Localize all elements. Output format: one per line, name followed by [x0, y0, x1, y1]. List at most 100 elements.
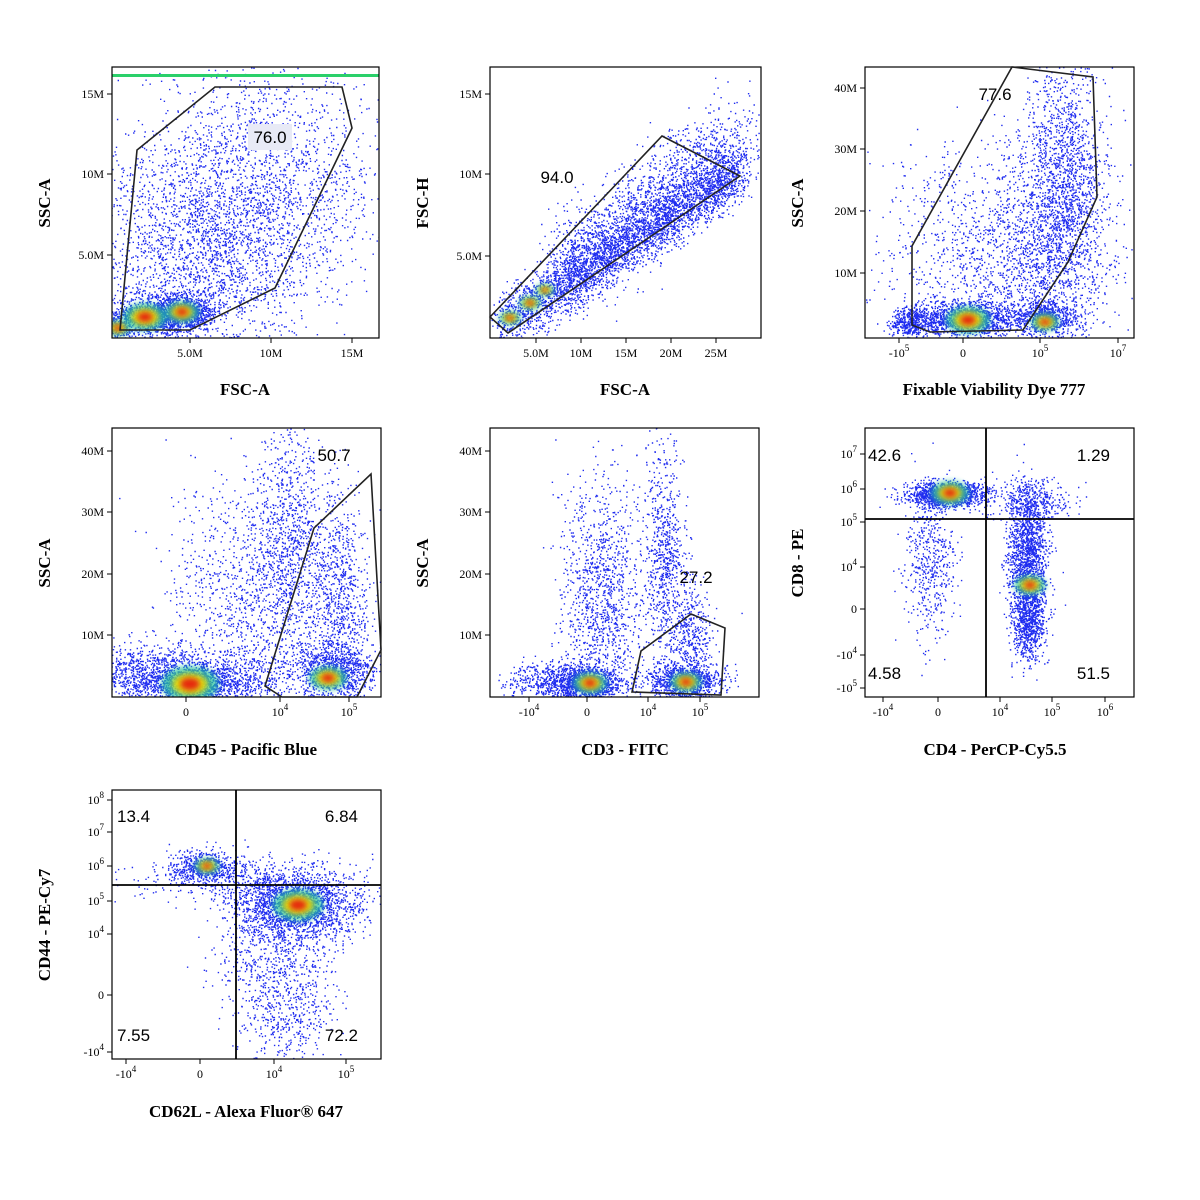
density-hotspot-core	[541, 287, 549, 293]
y-tick-label: 10M	[834, 266, 857, 280]
y-tick-label: 106	[88, 856, 105, 873]
y-tick-label: 40M	[81, 444, 104, 458]
event-points	[866, 67, 1133, 338]
y-tick-label: 104	[841, 557, 858, 574]
y-axis-label: SSC-A	[35, 538, 54, 588]
density-hotspot-core	[583, 679, 597, 687]
y-tick-label: 10M	[459, 167, 482, 181]
y-axis-label: CD8 - PE	[788, 529, 807, 598]
gate-polygon[interactable]	[119, 86, 353, 331]
gate-percentage: 50.7	[317, 446, 350, 465]
y-tick-label: 0	[98, 988, 104, 1002]
y-tick-label: 10M	[81, 167, 104, 181]
y-tick-label: 40M	[459, 444, 482, 458]
event-points	[498, 428, 743, 697]
x-tick-label: 0	[935, 705, 941, 719]
gate-polygon[interactable]	[488, 135, 742, 335]
x-tick-label: 15M	[615, 346, 638, 360]
event-points	[879, 442, 1088, 681]
quadrant-percentage-top-left: 42.6	[868, 446, 901, 465]
y-tick-label: 107	[88, 822, 105, 839]
density-hotspot-core	[202, 863, 212, 869]
y-tick-label: 20M	[81, 567, 104, 581]
gate-polygon[interactable]	[911, 66, 1098, 333]
y-tick-label: 15M	[459, 87, 482, 101]
quadrant-percentage-bottom-left: 4.58	[868, 664, 901, 683]
y-tick-label: 15M	[81, 87, 104, 101]
event-points	[114, 839, 381, 1059]
density-hotspot-core	[960, 315, 976, 325]
density-hotspot-core	[180, 677, 200, 691]
x-tick-label: 0	[183, 705, 189, 719]
x-axis-label: FSC-A	[600, 380, 651, 399]
x-axis-label: CD4 - PerCP-Cy5.5	[923, 740, 1066, 759]
flow-plot-5: 27.2 -104 0 104 105 10M 20M 30M 40M CD3 - FITC SSC…	[413, 427, 760, 759]
x-axis-label: Fixable Viability Dye 777	[903, 380, 1086, 399]
y-axis-label: SSC-A	[35, 178, 54, 228]
density-hotspot-core	[1024, 581, 1036, 589]
flow-plot-3: 77.6 -105 0 105 107 10M 20M 30M 40M Fixable Viabi…	[788, 66, 1135, 399]
y-tick-label: 105	[841, 512, 858, 529]
x-tick-label: 10M	[260, 346, 283, 360]
x-tick-label: 15M	[341, 346, 364, 360]
x-tick-label: 105	[692, 702, 709, 719]
y-tick-label: 30M	[459, 505, 482, 519]
event-points	[490, 77, 760, 338]
plot-frame	[864, 66, 1135, 339]
x-axis-label: CD45 - Pacific Blue	[175, 740, 318, 759]
event-dots	[879, 442, 1088, 681]
gate-percentage: 76.0	[253, 128, 286, 147]
x-tick-label: -104	[116, 1064, 137, 1081]
flow-plot-7: 13.4 6.84 7.55 72.2 -104 0 104 105 -104 0 104 105 10…	[35, 789, 382, 1121]
quadrant-percentage-bottom-right: 51.5	[1077, 664, 1110, 683]
y-tick-label: -104	[84, 1042, 105, 1059]
density-hotspot-core	[943, 488, 957, 498]
x-tick-label: 5.0M	[177, 346, 203, 360]
event-dots	[114, 839, 381, 1059]
plot-frame	[864, 427, 1135, 698]
x-tick-label: 25M	[705, 346, 728, 360]
gate-polygon[interactable]	[631, 613, 726, 696]
y-tick-label: 10M	[81, 628, 104, 642]
x-tick-label: -104	[519, 702, 540, 719]
y-tick-label: 105	[88, 891, 105, 908]
gate-percentage: 94.0	[540, 168, 573, 187]
gate-percentage: 77.6	[978, 85, 1011, 104]
y-tick-label: 107	[841, 444, 858, 461]
y-tick-label: 106	[841, 479, 858, 496]
x-tick-label: 107	[1110, 343, 1127, 360]
flow-plot-1: 76.0 5.0M 10M 15M 5.0M 10M 15M FSC-A SSC-A	[35, 66, 380, 399]
y-tick-label: -105	[837, 678, 858, 695]
event-points	[112, 428, 381, 697]
x-tick-label: 106	[1097, 702, 1114, 719]
x-tick-label: 105	[1032, 343, 1049, 360]
y-tick-label: 0	[851, 602, 857, 616]
y-axis-label: SSC-A	[788, 178, 807, 228]
gate-polygon[interactable]	[264, 472, 382, 698]
x-tick-label: 20M	[660, 346, 683, 360]
x-tick-label: -104	[873, 702, 894, 719]
x-axis-label: FSC-A	[220, 380, 271, 399]
x-tick-label: 0	[960, 346, 966, 360]
x-axis-label: CD3 - FITC	[581, 740, 669, 759]
quadrant-percentage-top-left: 13.4	[117, 807, 150, 826]
y-tick-label: 20M	[834, 204, 857, 218]
quadrant-percentage-bottom-left: 7.55	[117, 1026, 150, 1045]
plot-frame	[111, 789, 382, 1060]
plot-frame	[111, 427, 382, 698]
event-dots	[490, 77, 760, 338]
event-dots	[866, 67, 1133, 338]
x-tick-label: 105	[1044, 702, 1061, 719]
y-axis-label: FSC-H	[413, 178, 432, 229]
x-tick-label: 0	[584, 705, 590, 719]
quadrant-percentage-top-right: 1.29	[1077, 446, 1110, 465]
density-hotspot-core	[137, 312, 153, 322]
x-tick-label: 0	[197, 1067, 203, 1081]
density-hotspot-core	[526, 300, 534, 306]
y-tick-label: -104	[837, 645, 858, 662]
x-tick-label: -105	[889, 343, 910, 360]
y-tick-label: 10M	[459, 628, 482, 642]
density-hotspot-core	[1040, 318, 1050, 326]
y-tick-label: 30M	[81, 505, 104, 519]
